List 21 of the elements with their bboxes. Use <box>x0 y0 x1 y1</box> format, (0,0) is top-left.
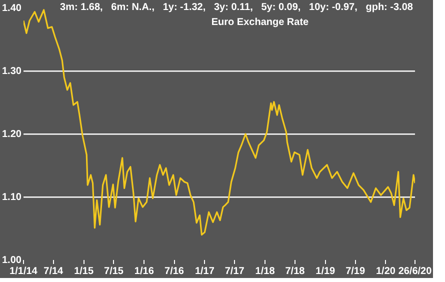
x-tick-label: 1/20 <box>376 266 396 277</box>
x-tick-label: 7/18 <box>285 266 306 277</box>
x-tick-label: 1/17 <box>194 266 215 277</box>
x-tick-label: 1/15 <box>74 266 94 277</box>
chart-subtitle: 3m: 1.68, 6m: N.A., 1y: -1.32, 3y: 0.11, 5y: 0.09, 10y: -0.97, gph: -3.08 <box>59 2 414 13</box>
x-tick-label: 7/15 <box>104 266 124 277</box>
x-tick-label: 1/19 <box>316 266 336 277</box>
x-tick-label: 26/6/20 <box>398 266 432 277</box>
x-tick-label: 7/17 <box>224 266 245 277</box>
y-tick-label: 1.10 <box>2 192 22 203</box>
text: Euro Exchange Rate <box>210 17 310 28</box>
x-tick-label: 1/16 <box>134 266 154 277</box>
x-tick-label: 1/18 <box>255 266 276 277</box>
y-tick-label: 1.20 <box>2 128 22 140</box>
x-tick-label: 7/19 <box>346 266 366 277</box>
y-tick-label: 1.30 <box>2 66 22 77</box>
y-tick-label: 1.40 <box>2 2 22 14</box>
y-tick-label: 1.00 <box>2 254 22 266</box>
x-tick-label: 7/16 <box>164 266 184 277</box>
x-tick-label: 7/14 <box>44 266 64 277</box>
x-tick-label: 1/1/14 <box>10 266 38 277</box>
